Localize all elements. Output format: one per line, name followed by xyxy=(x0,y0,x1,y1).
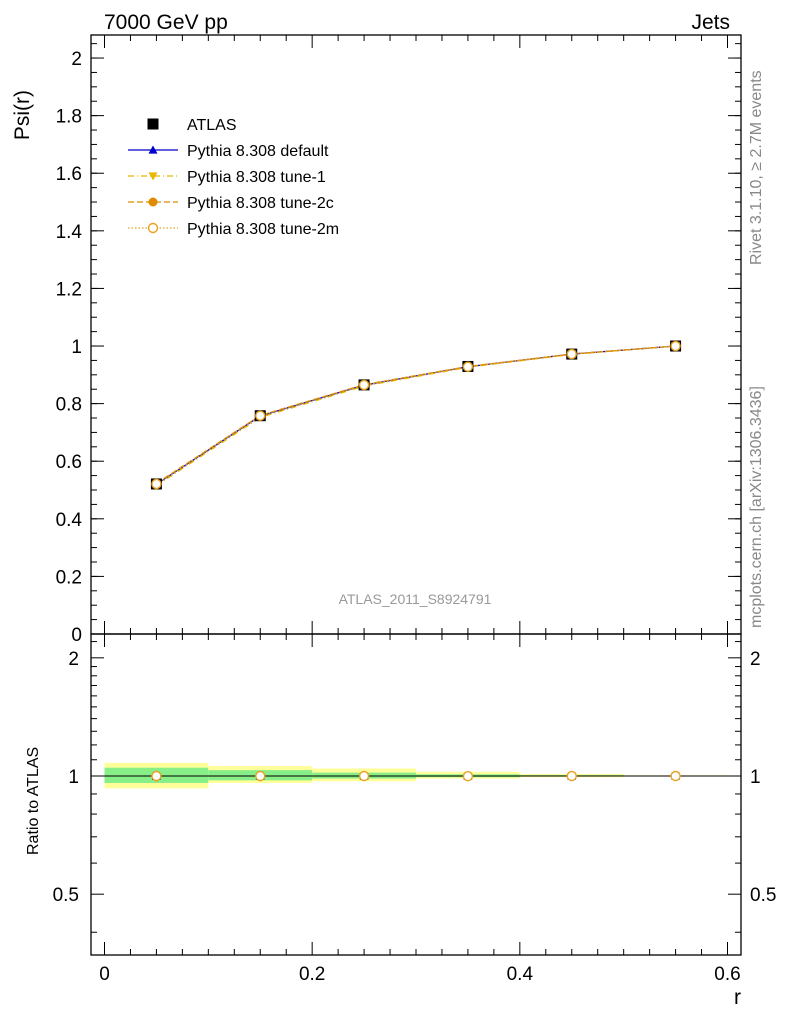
x-tick-label: 0.4 xyxy=(507,964,534,985)
analysis-watermark: ATLAS_2011_S8924791 xyxy=(339,591,492,607)
legend-marker-0 xyxy=(147,118,159,130)
series-line-4 xyxy=(156,345,676,485)
main-y-tick-label: 1.8 xyxy=(56,107,82,128)
ratio-series-3-point xyxy=(670,770,681,782)
chart-layer: 0 0.2 0.4 0.6 0.8 1 1.2 1.4 1.6 1.8 2 0 0.2 0.4 0.6 0.5… xyxy=(53,34,776,985)
ratio-series-3-point xyxy=(151,770,162,782)
legend-label-3: Pythia 8.308 tune-2c xyxy=(187,195,334,212)
rivet-version-label: Rivet 3.1.10, ≥ 2.7M events xyxy=(748,70,765,265)
series-4-point xyxy=(670,340,681,352)
ratio-y-tick-label-right: 2 xyxy=(750,649,761,670)
ratio-y-tick-label-right: 0.5 xyxy=(750,885,776,906)
series-line-2 xyxy=(156,345,676,487)
ratio-plot-frame xyxy=(90,633,742,956)
main-y-tick-label: 1.4 xyxy=(56,222,83,243)
main-y-tick-label: 0.2 xyxy=(56,567,82,588)
series-line-3 xyxy=(156,345,676,484)
ratio-y-tick-label-right: 1 xyxy=(750,767,761,788)
ratio-series-3-point xyxy=(358,770,370,782)
x-axis-label: r xyxy=(734,986,741,1009)
legend-marker-3 xyxy=(148,197,158,207)
legend-label-2: Pythia 8.308 tune-1 xyxy=(187,169,326,186)
main-y-tick-label: 0.6 xyxy=(56,452,82,473)
ratio-y-tick-label-left: 2 xyxy=(68,649,79,670)
ratio-series-3-point xyxy=(566,770,577,782)
ratio-series-3-point xyxy=(255,770,266,782)
series-line-1 xyxy=(156,345,676,485)
series-4-point xyxy=(462,361,474,372)
legend-marker-2 xyxy=(148,172,158,181)
main-y-axis-label: Psi(r) xyxy=(11,90,34,140)
main-y-tick-label: 1.2 xyxy=(56,279,82,300)
main-y-tick-label: 1 xyxy=(71,337,82,358)
ratio-y-tick-label-left: 0.5 xyxy=(53,885,79,906)
main-y-tick-label: 1.6 xyxy=(56,164,82,185)
header-energy-label: 7000 GeV pp xyxy=(104,11,228,34)
legend-marker-4 xyxy=(147,222,159,234)
main-y-tick-label: 0.4 xyxy=(56,510,83,531)
ratio-series-3-point xyxy=(462,770,474,782)
main-y-tick-label: 0 xyxy=(71,625,82,646)
source-label: mcplots.cern.ch [arXiv:1306.3436] xyxy=(748,386,765,628)
x-tick-label: 0.2 xyxy=(299,964,325,985)
main-y-tick-label: 2 xyxy=(71,49,82,70)
series-4-point xyxy=(566,348,577,360)
series-4-point xyxy=(358,379,370,391)
legend-label-1: Pythia 8.308 default xyxy=(187,143,329,160)
legend-label-4: Pythia 8.308 tune-2m xyxy=(187,221,339,238)
series-4-point xyxy=(151,478,162,490)
series-4-point xyxy=(255,410,266,421)
x-tick-label: 0.6 xyxy=(714,964,740,985)
main-y-tick-label: 0.8 xyxy=(56,395,82,416)
legend-marker-1 xyxy=(148,145,158,154)
header-process-label: Jets xyxy=(691,11,730,34)
ratio-y-tick-label-left: 1 xyxy=(68,767,79,788)
legend-label-0: ATLAS xyxy=(187,117,237,134)
x-tick-label: 0 xyxy=(99,964,110,985)
ratio-y-axis-label: Ratio to ATLAS xyxy=(25,747,42,855)
